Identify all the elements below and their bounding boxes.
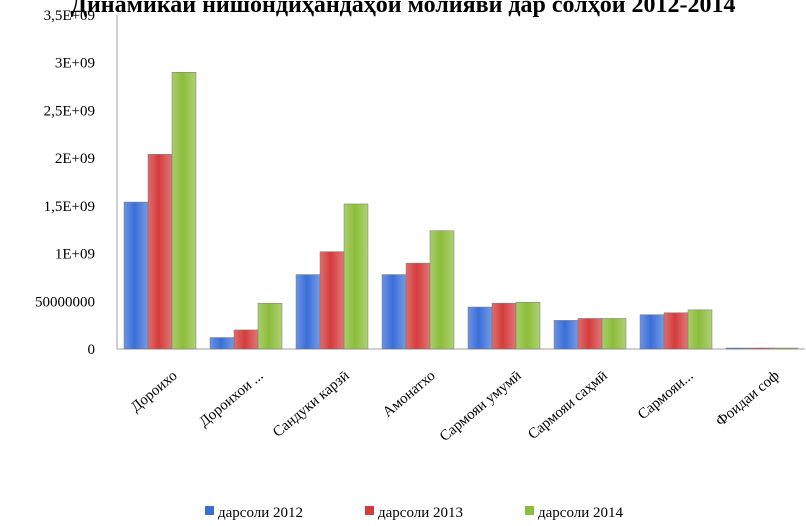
bar-дарсоли-2013-5 (577, 318, 603, 350)
bar-дарсоли-2014-1 (257, 302, 283, 350)
bar-дарсоли-2012-4 (467, 306, 493, 350)
bar-дарсоли-2014-5 (601, 318, 627, 350)
y-tick-label: 0 (88, 342, 96, 358)
bar-дарсоли-2013-1 (233, 329, 259, 350)
legend-label: дарсоли 2014 (538, 505, 624, 521)
bar-дарсоли-2013-4 (491, 302, 517, 350)
bar-дарсоли-2012-6 (639, 314, 665, 350)
y-tick-label: 1,5E+09 (44, 199, 95, 215)
x-tick-label: Сандуки карзӣ (270, 368, 352, 441)
y-tick-label: 3,5E+09 (44, 8, 95, 24)
bar-дарсоли-2014-4 (515, 301, 541, 350)
bar-дарсоли-2012-1 (209, 337, 235, 350)
bar-дарсоли-2012-2 (295, 274, 321, 350)
bar-дарсоли-2013-2 (319, 251, 345, 350)
bar-дарсоли-2012-7 (725, 347, 751, 350)
x-tick-label: Дороихои ... (196, 368, 266, 431)
bar-дарсоли-2012-3 (381, 274, 407, 350)
legend-swatch (205, 506, 214, 515)
bar-дарсоли-2012-0 (123, 201, 149, 350)
chart-title: Динамикаи нишондиҳандаҳои молиявӣ дар со… (70, 0, 736, 18)
bar-дарсоли-2013-3 (405, 262, 431, 350)
x-tick-label: Фоидаи соф (713, 368, 783, 430)
bar-дарсоли-2013-6 (663, 312, 689, 350)
bar-дарсоли-2013-7 (749, 347, 775, 350)
legend-swatch (525, 506, 534, 515)
y-tick-label: 3E+09 (55, 56, 95, 72)
bar-дарсоли-2014-6 (687, 309, 713, 350)
x-tick-label: Дороихо (128, 368, 181, 416)
bar-дарсоли-2014-0 (171, 72, 197, 350)
bar-дарсоли-2014-7 (773, 347, 799, 350)
y-tick-label: 50000000 (35, 294, 95, 310)
x-tick-label: Сармояи умумӣ (437, 368, 525, 445)
bar-дарсоли-2013-0 (147, 154, 173, 350)
x-tick-label: Сармояи... (635, 368, 696, 423)
legend-swatch (365, 506, 374, 515)
y-tick-label: 2E+09 (55, 151, 95, 167)
bar-дарсоли-2014-3 (429, 230, 455, 350)
legend-label: дарсоли 2013 (378, 505, 463, 521)
bar-дарсоли-2014-2 (343, 203, 369, 350)
y-tick-label: 2,5E+09 (44, 103, 95, 119)
legend-label: дарсоли 2012 (218, 505, 303, 521)
x-tick-label: Амонатхо (380, 368, 439, 421)
bar-дарсоли-2012-5 (553, 320, 579, 350)
y-tick-label: 1E+09 (55, 247, 95, 263)
x-tick-label: Сармояи саҳмӣ (525, 368, 610, 443)
